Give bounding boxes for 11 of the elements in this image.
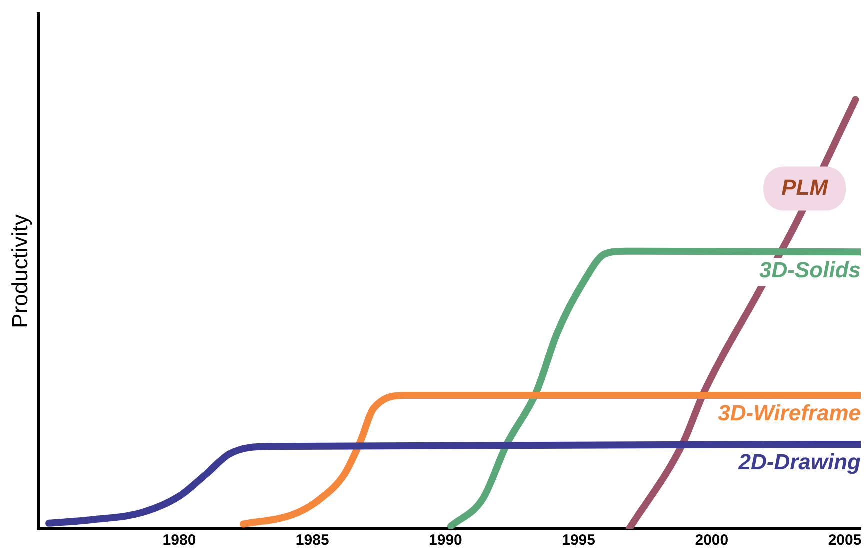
x-tick-label: 2005 <box>828 532 862 550</box>
x-tick-label: 1990 <box>429 532 462 550</box>
x-tick-label: 2000 <box>695 532 729 550</box>
series-label: 3D-Wireframe <box>718 400 861 426</box>
y-axis-title: Productivity <box>7 214 32 328</box>
x-tick-label: 1985 <box>296 532 330 550</box>
x-tick-label: 1980 <box>162 532 196 550</box>
series-label: 2D-Drawing <box>738 450 862 475</box>
series-label: PLM <box>782 174 829 200</box>
series-label: 3D-Solids <box>760 257 861 282</box>
x-tick-label: 1995 <box>562 532 596 550</box>
